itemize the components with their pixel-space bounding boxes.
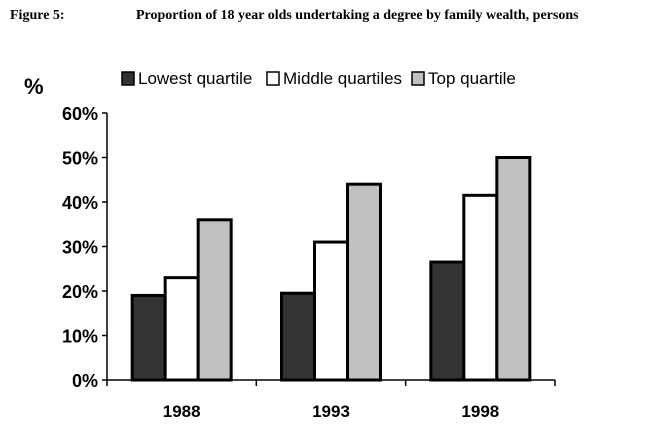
y-tick-label: 30% — [62, 238, 98, 258]
y-tick-label: 0% — [72, 371, 98, 391]
legend-label-lowest-quartile: Lowest quartile — [138, 69, 252, 88]
figure-title: Proportion of 18 year olds undertaking a… — [136, 8, 579, 23]
figure-header: Figure 5: Proportion of 18 year olds unde… — [10, 8, 650, 24]
y-tick-label: 10% — [62, 327, 98, 347]
bar-lowest-quartile-1993 — [280, 291, 316, 382]
x-tick-label: 1998 — [461, 402, 499, 421]
bar-lowest-quartile-1998 — [429, 260, 466, 382]
y-tick-label: 50% — [62, 149, 98, 169]
bar-middle-quartiles-1988 — [163, 276, 200, 382]
x-tick-label: 1993 — [312, 402, 350, 421]
bar-lowest-quartile-1988 — [130, 293, 167, 382]
x-tick-label: 1988 — [163, 402, 201, 421]
bar-series — [130, 156, 532, 382]
bar-middle-quartiles-1993 — [313, 240, 349, 382]
y-axis-label: % — [24, 74, 44, 99]
y-tick-label: 60% — [62, 104, 98, 124]
y-tick-label: 40% — [62, 193, 98, 213]
legend-label-top-quartile: Top quartile — [428, 69, 516, 88]
bar-middle-quartiles-1998 — [462, 193, 499, 382]
legend-swatch-top-quartile — [411, 71, 425, 86]
legend-swatch-middle-quartiles — [266, 71, 280, 86]
axes — [106, 113, 555, 381]
bar-top-quartile-1988 — [196, 218, 233, 382]
y-tick-label: 20% — [62, 282, 98, 302]
legend-swatch-lowest-quartile — [121, 71, 135, 86]
bar-top-quartile-1993 — [346, 182, 382, 382]
chart-legend: Lowest quartile Middle quartiles Top quart… — [121, 69, 516, 88]
y-axis: 0% 10% 20% 30% 40% 50% 60% — [62, 104, 107, 391]
bar-top-quartile-1998 — [495, 156, 532, 382]
figure-number: Figure 5: — [10, 8, 65, 23]
legend-label-middle-quartiles: Middle quartiles — [283, 69, 402, 88]
x-axis: 1988 1993 1998 — [106, 380, 556, 421]
